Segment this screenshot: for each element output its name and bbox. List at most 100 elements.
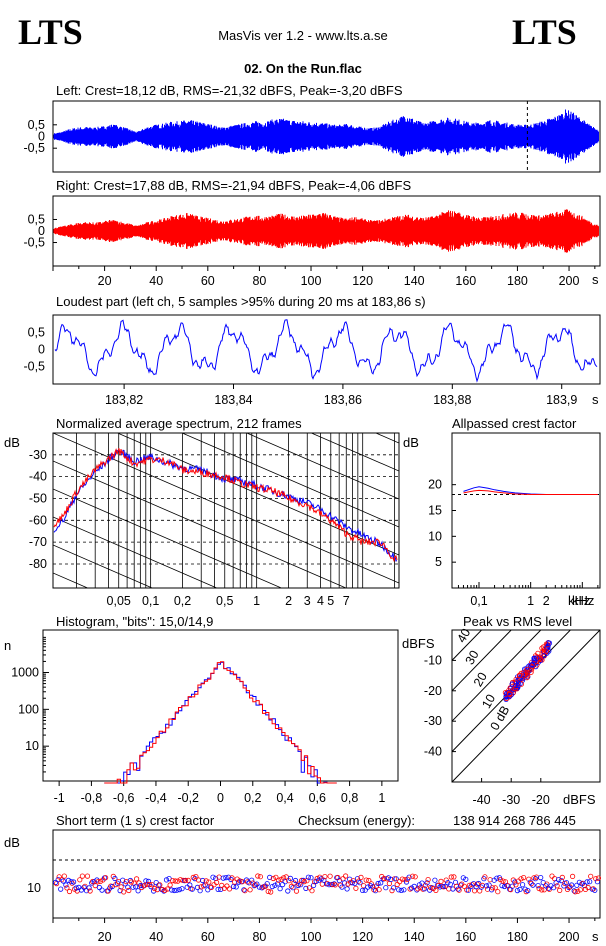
crest-left-point: [339, 884, 345, 890]
crest-left-point: [316, 877, 322, 883]
crest-right-point: [183, 877, 189, 884]
spectrum-diagonal: [53, 460, 347, 588]
crest-left-point: [452, 879, 459, 885]
histogram-ytick: 1000: [11, 666, 39, 680]
crest-right-point: [513, 882, 519, 888]
crest-right-point: [461, 883, 467, 889]
peak-rms-point: [524, 669, 530, 676]
histogram-xtick: 0: [217, 791, 224, 805]
crest-left-point: [522, 886, 528, 892]
spectrum-xtick: 0,2: [174, 594, 191, 608]
crest-right-point: [203, 878, 209, 884]
crest-right-point: [301, 878, 307, 885]
crest-right-point: [482, 874, 488, 880]
crest-right-point: [497, 876, 503, 883]
crest-left-point: [388, 876, 394, 883]
crest-right-point: [590, 886, 596, 892]
peak-rms-point: [529, 664, 535, 670]
crest-left-point: [372, 888, 379, 894]
allpassed-xunit: kHz: [572, 593, 594, 608]
crest-left-point: [362, 887, 368, 893]
crest-left-point: [370, 884, 376, 890]
crest-xtick: 200: [559, 930, 580, 944]
crest-right-point: [575, 888, 581, 894]
crest-right-point: [69, 880, 75, 886]
loudest-ytick: 0,5: [28, 326, 45, 340]
crest-left-point: [292, 877, 299, 884]
allpassed-xtick: 0,1: [470, 594, 487, 608]
peak-rms-ytick: -20: [424, 684, 442, 698]
right-waveform-signal: [53, 209, 599, 253]
crest-left-point: [99, 887, 105, 893]
spectrum-diagonal: [53, 433, 399, 584]
peak-rms-diagonal: [452, 630, 483, 661]
crest-right-point: [134, 876, 140, 882]
crest-right-point: [332, 882, 338, 888]
peak-rms-ylabel: dBFS: [402, 636, 435, 651]
crest-right-point: [358, 874, 364, 881]
logo-left: LTS: [18, 12, 83, 52]
spectrum-xtick: 5: [327, 594, 334, 608]
crest-right-point: [185, 877, 191, 884]
right-waveform-ytick: -0,5: [23, 236, 45, 250]
loudest-tick-label: 183,84: [214, 393, 252, 407]
crest-left-point: [223, 874, 229, 881]
peak-rms-point: [518, 676, 524, 682]
crest-right-point: [557, 887, 563, 894]
crest-right-point: [247, 887, 253, 893]
allpassed-ytick: 20: [428, 478, 442, 492]
crest-right-point: [265, 888, 271, 895]
crest-left-point: [303, 885, 309, 892]
crest-left-point: [272, 882, 278, 888]
peak-rms-diagonal: [452, 630, 512, 692]
crest-left-point: [331, 881, 337, 887]
crest-left-point: [187, 882, 193, 888]
peak-rms-point: [540, 644, 547, 650]
crest-left-point: [52, 879, 59, 886]
crest-left-point: [256, 884, 262, 890]
crest-left-point: [318, 876, 324, 882]
crest-right-point: [443, 877, 449, 883]
crest-right-point: [164, 886, 171, 892]
peak-rms-xtick: -30: [502, 793, 520, 807]
crest-left-point: [375, 880, 381, 887]
crest-right-point: [451, 874, 457, 880]
crest-left-point: [112, 875, 118, 882]
crest-right-point: [551, 875, 558, 882]
time-tick-label: 60: [201, 274, 215, 288]
peak-rms-frame: [451, 629, 601, 783]
histogram-xtick: 1: [378, 791, 385, 805]
crest-left-point: [176, 886, 182, 893]
spectrum-ytick: -30: [29, 448, 47, 462]
crest-left-point: [519, 882, 526, 888]
allpassed-xtick: 1: [527, 594, 534, 608]
crest-right-point: [273, 874, 279, 880]
crest-right-point: [471, 888, 478, 894]
spectrum-ytick: -80: [29, 557, 47, 571]
time-tick-label: 120: [352, 274, 373, 288]
crest-left-point: [571, 888, 577, 894]
crest-xtick: 180: [507, 930, 528, 944]
crest-left-point: [584, 879, 590, 885]
peak-rms-point: [521, 666, 528, 672]
crest-left-point: [517, 886, 523, 893]
peak-rms-diagonal-label: 10: [479, 692, 498, 711]
histogram-xtick: 0,4: [276, 791, 293, 805]
crest-right-point: [59, 877, 65, 883]
crest-left-point: [55, 876, 61, 883]
crest-left-point: [561, 883, 567, 889]
crest-right-point: [299, 877, 305, 884]
crest-right-point: [198, 884, 204, 890]
crest-right-point: [257, 874, 263, 880]
crest-right-point: [95, 879, 101, 885]
crest-left-point: [274, 881, 281, 887]
crest-right-point: [170, 877, 176, 884]
crest-right-point: [588, 873, 594, 879]
crest-right-point: [121, 889, 127, 895]
peak-rms-xtick: -40: [473, 793, 491, 807]
crest-right-point: [489, 885, 496, 891]
allpassed-ytick: 10: [428, 529, 442, 543]
crest-left-point: [359, 887, 366, 894]
crest-left-point: [421, 886, 428, 892]
crest-left-point: [432, 877, 438, 883]
